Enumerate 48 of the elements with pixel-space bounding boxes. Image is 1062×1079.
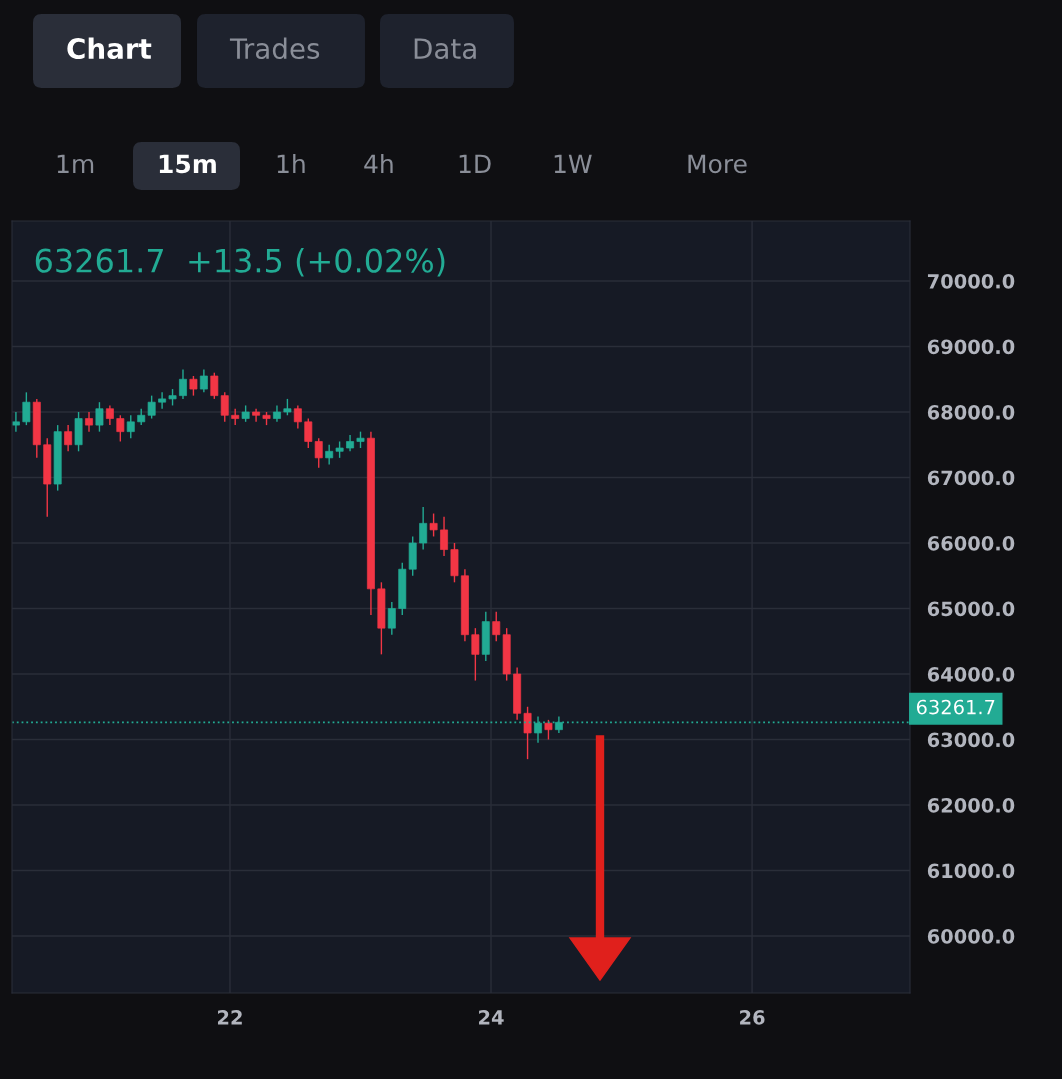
candlestick bbox=[377, 581, 386, 656]
candlestick bbox=[220, 391, 229, 423]
y-tick-label: 63000.0 bbox=[927, 732, 1015, 748]
candlestick bbox=[158, 391, 167, 410]
text: More bbox=[688, 154, 747, 174]
text: 1D bbox=[459, 154, 491, 173]
candlestick bbox=[481, 611, 490, 662]
candlestick bbox=[471, 627, 480, 682]
candlestick bbox=[429, 512, 438, 538]
text: 1m bbox=[57, 154, 94, 173]
candlestick bbox=[502, 627, 511, 682]
candlestick bbox=[492, 611, 501, 642]
candlestick bbox=[450, 542, 459, 584]
candlestick bbox=[523, 706, 532, 760]
text: 63261.7 +13.5 (+0.02%) bbox=[35, 248, 445, 277]
y-tick-label: 70000.0 bbox=[927, 273, 1015, 289]
y-tick-label: 65000.0 bbox=[927, 601, 1015, 617]
x-tick-label: 24 bbox=[479, 1010, 504, 1025]
y-tick-label: 62000.0 bbox=[927, 797, 1015, 813]
y-tick-label: 61000.0 bbox=[927, 863, 1015, 879]
x-tick-label: 22 bbox=[217, 1010, 242, 1025]
candlestick bbox=[22, 391, 31, 426]
y-tick-label: 69000.0 bbox=[927, 339, 1015, 355]
text: Chart bbox=[67, 37, 152, 60]
ref-line-label: 63261.7 bbox=[916, 699, 995, 715]
candlestick bbox=[252, 408, 261, 423]
y-tick-label: 68000.0 bbox=[927, 404, 1015, 420]
candlestick bbox=[116, 414, 125, 443]
candlestick bbox=[147, 394, 156, 420]
text: 15m bbox=[159, 154, 216, 174]
candlestick bbox=[189, 375, 198, 397]
y-tick-label: 66000.0 bbox=[927, 535, 1015, 551]
candlestick bbox=[53, 424, 62, 492]
candlestick bbox=[43, 437, 52, 518]
candlestick bbox=[74, 411, 83, 452]
candlestick bbox=[95, 401, 104, 433]
text: 4h bbox=[364, 153, 393, 173]
candlestick bbox=[126, 414, 135, 439]
text: 1h bbox=[277, 153, 305, 173]
text: Trades bbox=[229, 37, 320, 60]
x-tick-label: 26 bbox=[740, 1010, 765, 1025]
y-tick-label: 60000.0 bbox=[927, 928, 1015, 944]
y-tick-label: 67000.0 bbox=[927, 470, 1015, 486]
text: 1W bbox=[554, 154, 592, 173]
text: Data bbox=[414, 38, 476, 60]
y-tick-label: 64000.0 bbox=[927, 666, 1015, 682]
candlestick bbox=[544, 719, 553, 741]
candlestick bbox=[210, 372, 219, 400]
